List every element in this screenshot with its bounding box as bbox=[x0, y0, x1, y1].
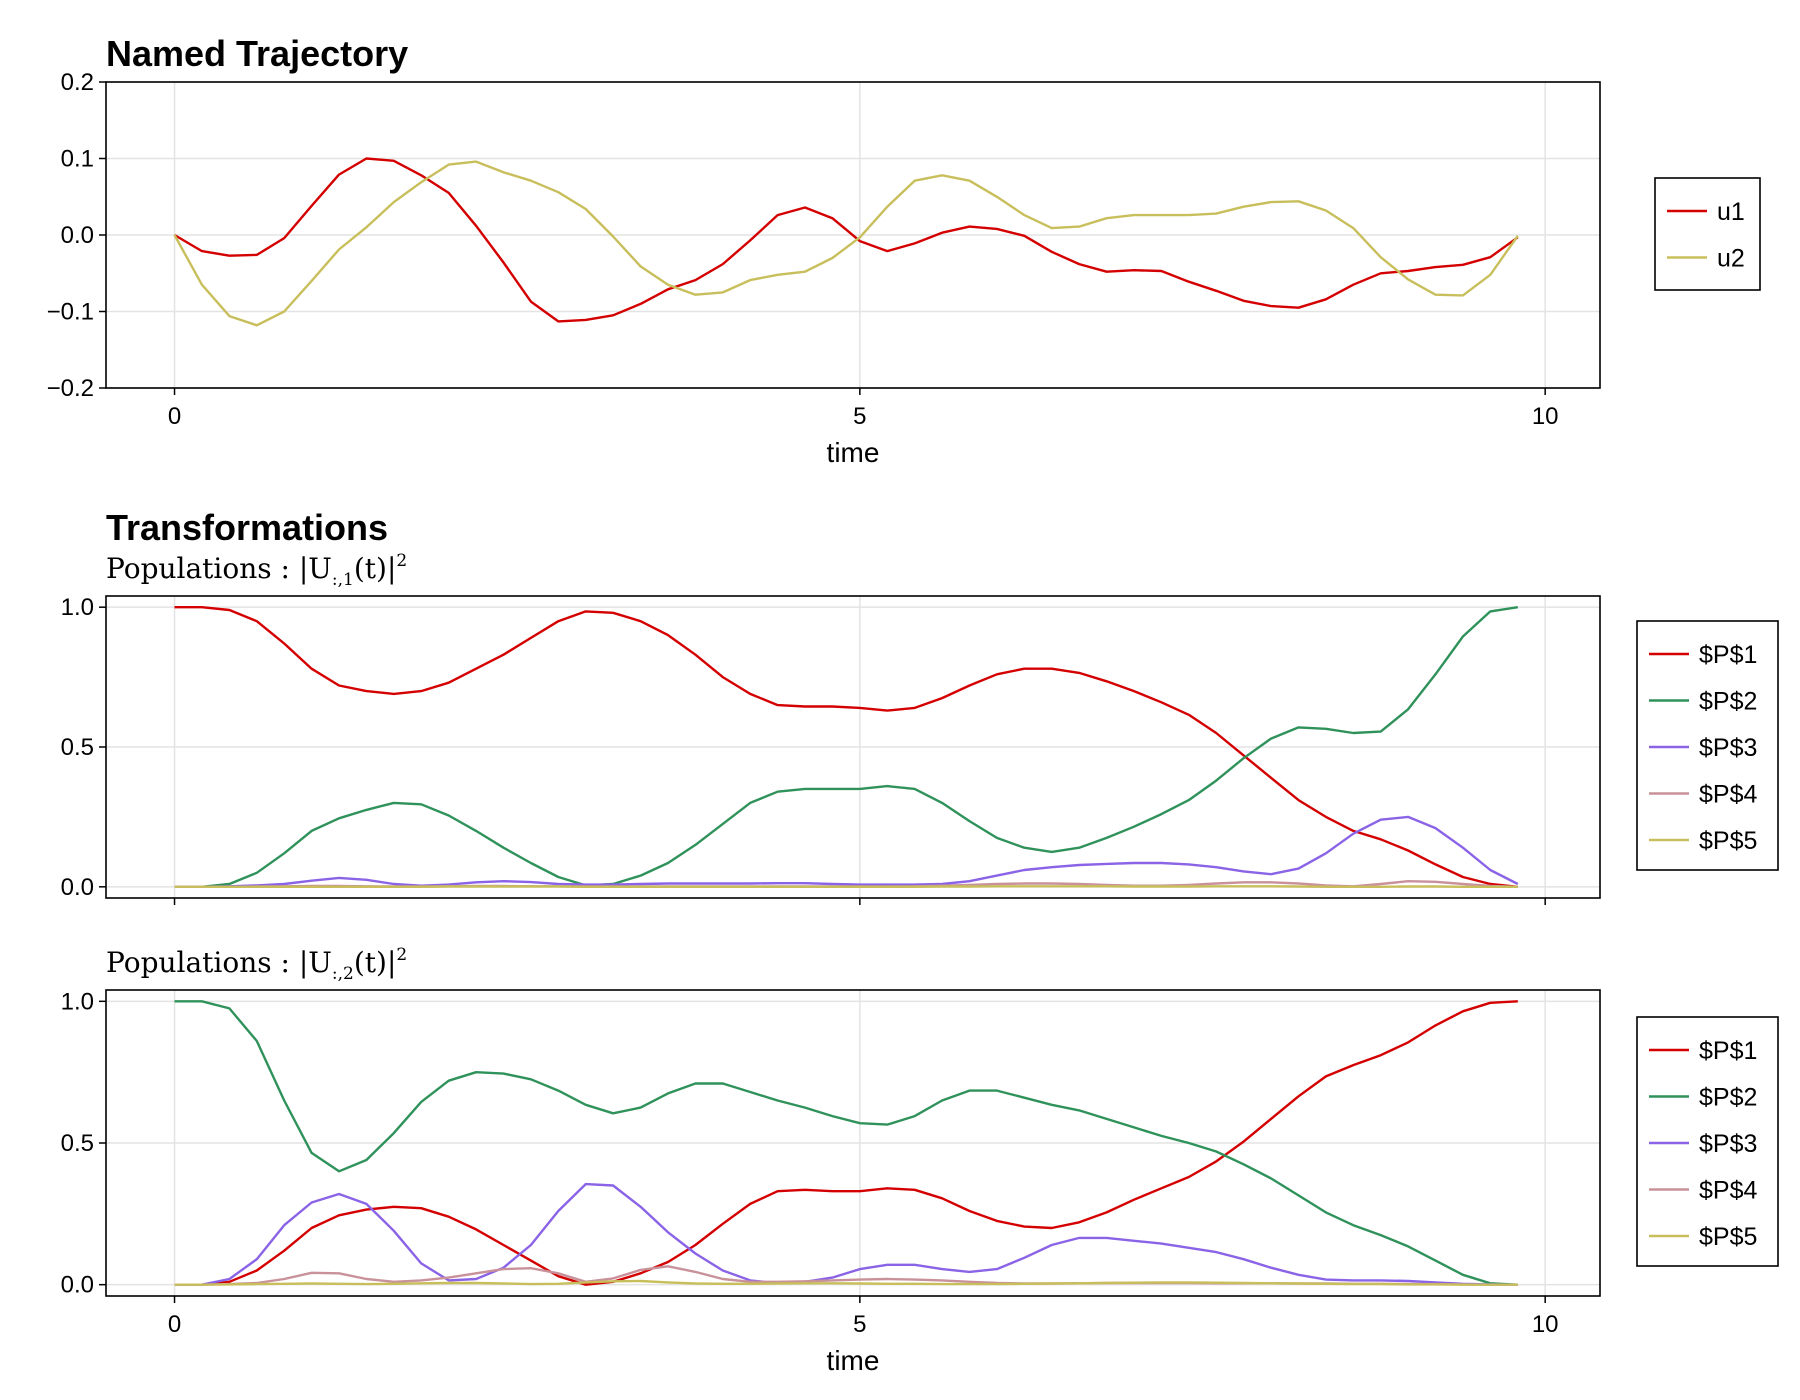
legend-label: $P$5 bbox=[1699, 1223, 1757, 1251]
x-tick-label: 5 bbox=[853, 1311, 866, 1338]
y-tick-label: 0.0 bbox=[61, 1272, 94, 1299]
series-line-p4 bbox=[174, 1265, 1518, 1286]
legend-label: $P$2 bbox=[1699, 688, 1757, 716]
legend-label: $P$3 bbox=[1699, 1130, 1757, 1158]
y-tick-label: 1.0 bbox=[61, 594, 94, 621]
y-tick-label: −0.1 bbox=[47, 299, 94, 326]
series-line-p2 bbox=[174, 606, 1518, 888]
legend-label: u1 bbox=[1717, 198, 1745, 226]
y-tick-label: 0.0 bbox=[61, 874, 94, 901]
legend-label: $P$5 bbox=[1699, 827, 1757, 855]
legend-label: $P$1 bbox=[1699, 641, 1757, 669]
legend-label: $P$3 bbox=[1699, 734, 1757, 762]
subtitle-superscript: 2 bbox=[396, 551, 407, 571]
y-tick-label: 1.0 bbox=[61, 988, 94, 1015]
y-tick-label: 0.0 bbox=[61, 222, 94, 249]
x-tick-label: 10 bbox=[1532, 1311, 1559, 1338]
legend-label: $P$4 bbox=[1699, 1177, 1757, 1205]
legend-label: $P$4 bbox=[1699, 781, 1757, 809]
series-line-p3 bbox=[174, 1182, 1518, 1286]
subtitle-tail: (t)| bbox=[354, 552, 397, 585]
x-tick-label: 10 bbox=[1532, 403, 1559, 430]
y-tick-label: −0.2 bbox=[47, 375, 94, 402]
series-line-p5 bbox=[174, 1279, 1518, 1286]
subtitle-superscript: 2 bbox=[396, 945, 407, 965]
y-tick-label: 0.5 bbox=[61, 1130, 94, 1157]
y-tick-label: 0.5 bbox=[61, 734, 94, 761]
series-line-p5 bbox=[174, 885, 1518, 888]
chart-title: Named Trajectory bbox=[106, 33, 408, 74]
subtitle-subscript: :,1 bbox=[332, 570, 354, 590]
legend-label: $P$2 bbox=[1699, 1084, 1757, 1112]
series-line-u1 bbox=[173, 157, 1519, 323]
x-tick-label: 0 bbox=[168, 1311, 181, 1338]
x-tick-label: 5 bbox=[853, 403, 866, 430]
legend-box bbox=[1636, 1016, 1779, 1267]
legend: $P$1 $P$2 $P$3 $P$4 $P$5 bbox=[1636, 620, 1779, 871]
series-line-u2 bbox=[173, 160, 1519, 327]
chart-title: Transformations bbox=[106, 507, 388, 548]
y-tick-label: 0.2 bbox=[61, 69, 94, 96]
y-tick-label: 0.1 bbox=[61, 146, 94, 173]
chart-subtitle: Populations : |U:,1(t)|2 bbox=[106, 551, 407, 590]
legend-box bbox=[1654, 177, 1761, 291]
x-tick-label: 0 bbox=[168, 403, 181, 430]
legend: $P$1 $P$2 $P$3 $P$4 $P$5 bbox=[1636, 1016, 1779, 1267]
series-line-p2 bbox=[174, 1000, 1518, 1286]
chart-traj: Named Trajectory −0.2 −0.1 0.0 0.1 0.2 0 5 10 tim… bbox=[47, 33, 1761, 468]
chart-subtitle: Populations : |U:,2(t)|2 bbox=[106, 945, 407, 984]
series-line-p1 bbox=[174, 606, 1518, 888]
legend: u1 u2 bbox=[1654, 177, 1761, 291]
series-line-p3 bbox=[174, 815, 1519, 888]
chart-pop2: Populations : |U:,2(t)|2 0.0 0.5 1.0 0 5 10 tim… bbox=[61, 945, 1779, 1376]
subtitle-subscript: :,2 bbox=[332, 964, 354, 984]
legend-label: u2 bbox=[1717, 245, 1745, 273]
x-axis-label: time bbox=[827, 1345, 880, 1376]
subtitle-main: Populations : |U bbox=[106, 946, 332, 979]
subtitle-main: Populations : |U bbox=[106, 552, 332, 585]
series-line-p1 bbox=[174, 1000, 1518, 1286]
legend-label: $P$1 bbox=[1699, 1037, 1757, 1065]
x-axis-label: time bbox=[827, 437, 880, 468]
subtitle-tail: (t)| bbox=[354, 946, 397, 979]
legend-box bbox=[1636, 620, 1779, 871]
